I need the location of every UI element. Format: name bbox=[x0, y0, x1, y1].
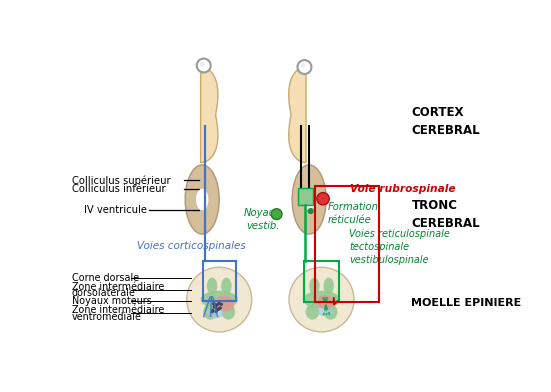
Circle shape bbox=[214, 306, 217, 309]
Circle shape bbox=[199, 62, 204, 66]
Circle shape bbox=[215, 303, 219, 307]
Text: Formation
réticulée: Formation réticulée bbox=[328, 202, 379, 225]
Circle shape bbox=[289, 267, 354, 332]
Ellipse shape bbox=[323, 278, 334, 294]
Ellipse shape bbox=[303, 189, 315, 210]
Ellipse shape bbox=[324, 304, 337, 319]
Circle shape bbox=[217, 307, 220, 311]
Text: Voie rubrospinale: Voie rubrospinale bbox=[350, 184, 456, 194]
Text: Zone intermédiaire: Zone intermédiaire bbox=[72, 281, 164, 292]
Ellipse shape bbox=[309, 278, 320, 294]
Circle shape bbox=[214, 310, 218, 313]
Circle shape bbox=[212, 302, 215, 305]
Circle shape bbox=[215, 308, 219, 312]
Text: Noyaux
vestib.: Noyaux vestib. bbox=[244, 208, 282, 231]
Circle shape bbox=[197, 58, 210, 73]
Text: ventromédiale: ventromédiale bbox=[72, 312, 142, 321]
Ellipse shape bbox=[317, 295, 334, 309]
Text: Corne dorsale: Corne dorsale bbox=[72, 273, 139, 283]
Ellipse shape bbox=[222, 304, 235, 319]
Ellipse shape bbox=[207, 278, 217, 294]
Circle shape bbox=[300, 63, 305, 68]
Text: Noyaux moteurs: Noyaux moteurs bbox=[72, 296, 152, 306]
Circle shape bbox=[214, 304, 217, 307]
Text: TRONC
CEREBRAL: TRONC CEREBRAL bbox=[412, 200, 480, 230]
Text: Colliculus inférieur: Colliculus inférieur bbox=[72, 185, 166, 194]
Circle shape bbox=[307, 208, 314, 214]
Ellipse shape bbox=[317, 307, 333, 316]
Ellipse shape bbox=[207, 308, 224, 318]
Ellipse shape bbox=[196, 189, 208, 210]
Circle shape bbox=[211, 309, 214, 312]
Text: IV ventricule: IV ventricule bbox=[84, 205, 147, 215]
Ellipse shape bbox=[185, 165, 219, 234]
Ellipse shape bbox=[303, 291, 340, 309]
Ellipse shape bbox=[203, 304, 217, 319]
Circle shape bbox=[219, 303, 223, 306]
Text: Colliculus supérieur: Colliculus supérieur bbox=[72, 175, 171, 185]
Text: dorsolatérale: dorsolatérale bbox=[72, 289, 136, 298]
Circle shape bbox=[298, 60, 311, 74]
Circle shape bbox=[210, 310, 214, 313]
Text: MOELLE EPINIERE: MOELLE EPINIERE bbox=[412, 298, 522, 308]
Circle shape bbox=[212, 302, 216, 306]
Bar bbox=[315, 187, 379, 302]
Polygon shape bbox=[289, 67, 306, 163]
Bar bbox=[298, 188, 313, 205]
Text: CORTEX
CEREBRAL: CORTEX CEREBRAL bbox=[412, 106, 480, 137]
Ellipse shape bbox=[201, 291, 238, 309]
Text: Zone intermédiaire: Zone intermédiaire bbox=[72, 305, 164, 315]
Circle shape bbox=[217, 302, 220, 305]
Circle shape bbox=[317, 192, 329, 205]
Bar bbox=[304, 261, 339, 302]
Circle shape bbox=[213, 305, 216, 309]
Ellipse shape bbox=[292, 165, 326, 234]
Ellipse shape bbox=[216, 296, 234, 311]
Text: Voies corticospinales: Voies corticospinales bbox=[137, 241, 246, 251]
Ellipse shape bbox=[221, 278, 231, 294]
Polygon shape bbox=[201, 67, 218, 163]
Circle shape bbox=[271, 209, 282, 220]
Bar bbox=[203, 261, 235, 301]
Circle shape bbox=[218, 306, 222, 310]
Text: Voies reticulospinale
tectospinale
vestibulospinale: Voies reticulospinale tectospinale vesti… bbox=[349, 229, 450, 265]
Circle shape bbox=[187, 267, 252, 332]
Ellipse shape bbox=[306, 304, 319, 319]
